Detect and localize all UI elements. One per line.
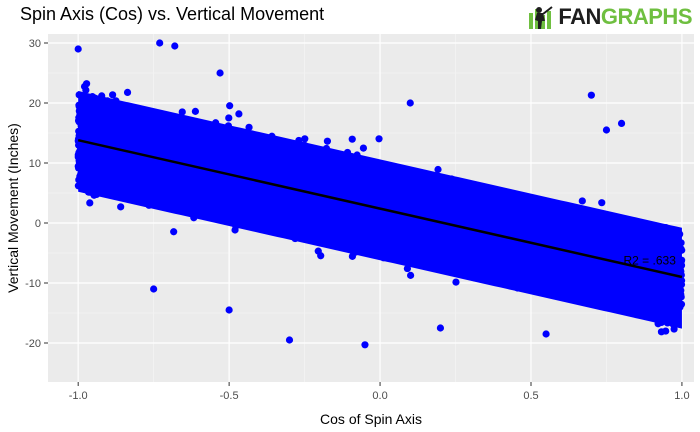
fangraphs-logo: FAN GRAPHS [528,4,693,30]
y-tick-label: -10 [25,278,41,290]
y-axis-label: Vertical Movement (Inches) [5,123,21,293]
data-point [245,123,253,131]
y-tick-label: 20 [29,98,41,110]
data-point [123,88,132,96]
batter-logo-icon [529,6,553,29]
brand-fan-text: FAN [558,4,601,29]
outlier-point [216,69,224,77]
data-point [226,102,234,110]
outlier-point [436,324,445,332]
x-axis-ticks: -1.0 -0.5 0.0 0.5 1.0 [69,382,690,402]
y-tick-label: -20 [25,338,41,350]
x-tick-label: 0.5 [523,390,538,402]
data-point [662,327,670,335]
data-point [225,114,233,122]
x-tick-label: 1.0 [674,390,689,402]
r2-annotation: R2 = .633 [624,254,677,268]
data-point [578,197,586,205]
outlier-point [74,45,82,53]
x-tick-label: 0.0 [372,390,387,402]
data-point [109,91,117,99]
x-axis-label: Cos of Spin Axis [320,411,422,427]
data-point [359,144,368,152]
data-point [170,228,178,236]
data-point [231,226,239,234]
outlier-point [617,119,626,127]
outlier-point [602,126,611,134]
y-tick-label: 10 [29,158,41,170]
data-point [348,135,356,143]
y-axis-ticks: -20 -10 0 10 20 30 [25,38,48,350]
data-point [452,278,460,286]
data-point [80,82,89,91]
data-point [117,203,125,211]
trend-line [77,138,683,279]
outlier-point [225,306,233,314]
data-point [434,165,442,174]
data-point [407,271,415,279]
data-point [191,107,200,115]
outlier-point [406,99,414,107]
data-point [598,199,606,207]
outlier-point [542,330,550,338]
outlier-point [361,341,369,349]
data-point [301,135,309,143]
outlier-point [587,91,595,99]
x-tick-label: -1.0 [69,390,88,402]
data-point [235,110,243,118]
outlier-point [171,42,179,50]
outlier-point [285,336,294,344]
brand-graphs-text: GRAPHS [600,4,693,29]
x-tick-label: -0.5 [220,390,239,402]
chart-title: Spin Axis (Cos) vs. Vertical Movement [20,4,325,24]
outlier-point [150,285,158,293]
data-point [323,137,332,145]
data-point [86,199,94,207]
data-point [375,135,383,143]
data-point [317,252,325,260]
data-point [178,108,186,116]
y-tick-label: 30 [29,38,41,50]
y-tick-label: 0 [35,218,41,230]
outlier-point [156,39,164,47]
